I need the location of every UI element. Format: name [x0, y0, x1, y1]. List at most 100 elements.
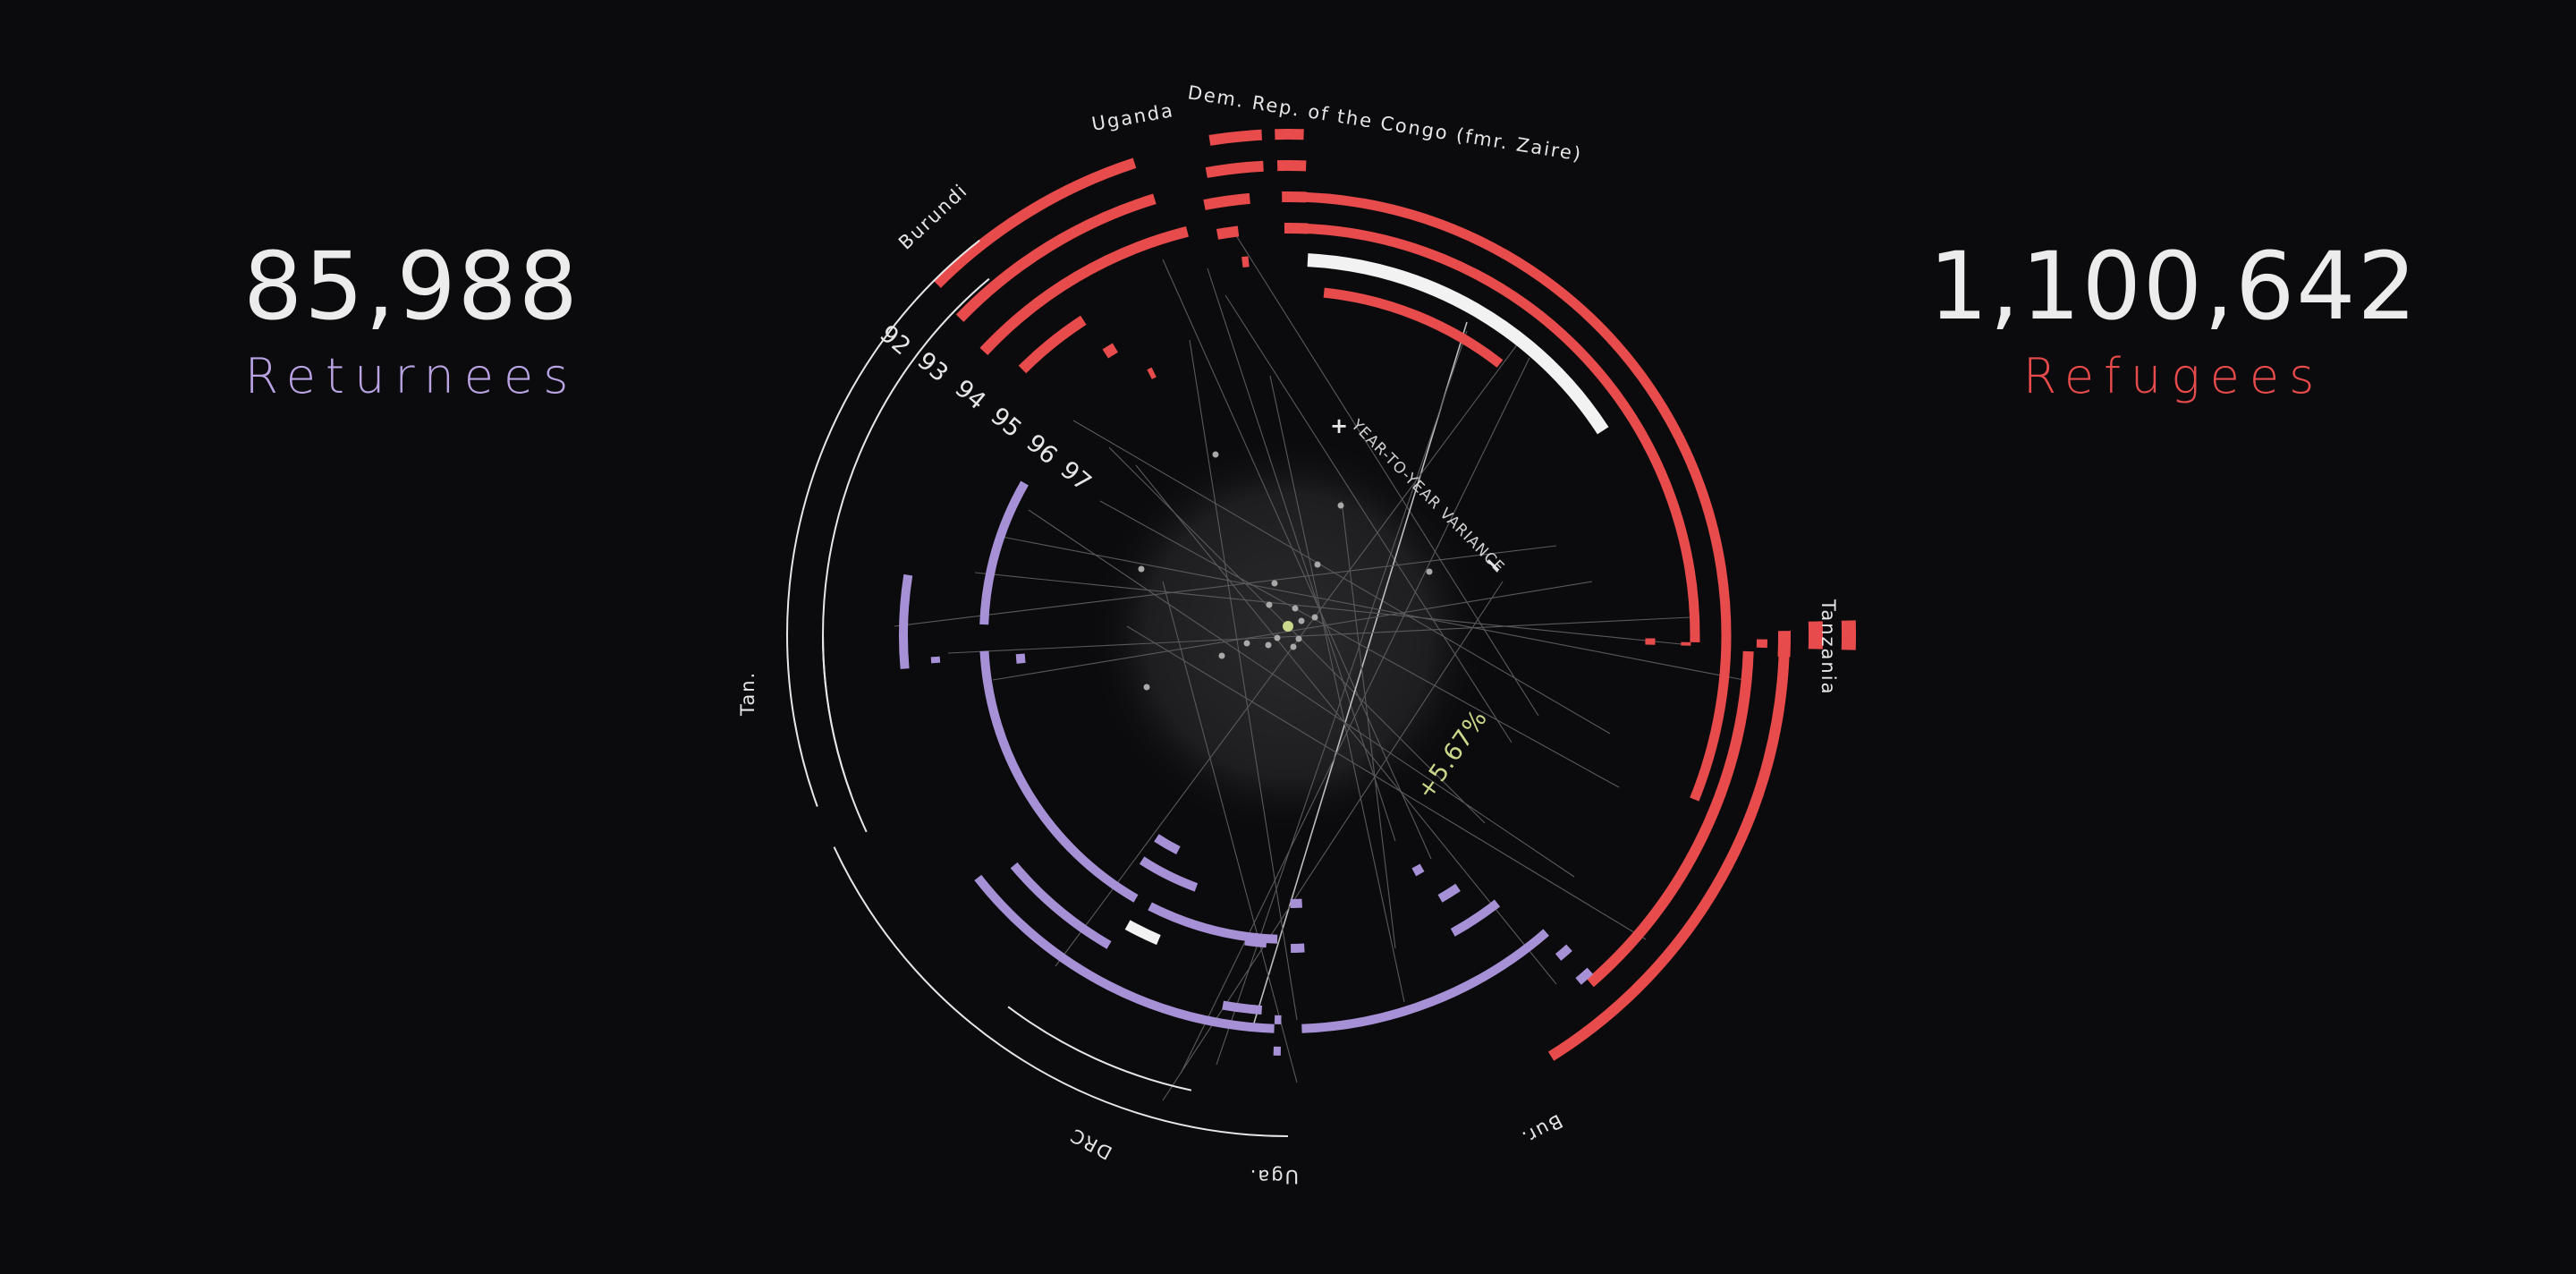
refugee-arc-uganda-ring-0	[1208, 129, 1263, 146]
connection-line	[947, 616, 1691, 654]
returnee-arc-burundi-outer	[1301, 929, 1549, 1033]
returnee-arc-uganda-bar	[1222, 1000, 1263, 1015]
center-glow	[1087, 434, 1489, 837]
country-label-tanzania: Tanzania	[1818, 599, 1839, 695]
data-point	[1426, 568, 1433, 575]
connection-line	[1341, 500, 1396, 949]
country-label-drc-refugees: Dem. Rep. of the Congo (fmr. Zaire)	[1186, 81, 1584, 166]
returnee-tick-burundi-b	[1555, 944, 1572, 961]
data-point	[1292, 605, 1299, 612]
connection-line	[1233, 232, 1539, 717]
returnee-highlight-97	[1124, 920, 1161, 946]
returnee-arc-uganda-inner	[1148, 902, 1278, 944]
refugee-arc-burundi-ring-3	[1018, 315, 1087, 374]
returnee-label-tan: Tan.	[737, 671, 758, 717]
refugee-arc-uganda-ring-3	[1216, 225, 1240, 240]
connection-lines	[894, 232, 1745, 1101]
data-point	[1138, 565, 1145, 573]
data-point	[1283, 621, 1293, 632]
returnees-stat: 85,988 Returnees	[179, 240, 644, 401]
returnee-arc-burundi-small	[1437, 883, 1461, 903]
guide-arc-outer	[1000, 1044, 1289, 1137]
refugee-arc-tanzania-ring-0	[1287, 191, 1732, 802]
connection-line	[1072, 420, 1611, 735]
data-point	[1243, 640, 1250, 647]
guide-arc-left-a	[833, 846, 1002, 1047]
connection-line	[1224, 294, 1513, 743]
connection-line	[1162, 581, 1298, 1083]
refugee-arc-burundi-ring-5	[1147, 367, 1157, 379]
data-point	[1143, 684, 1150, 691]
returnee-arc-drc-mid	[899, 573, 913, 669]
guide-arc-inner	[1007, 1006, 1192, 1091]
connection-line	[1162, 581, 1504, 1101]
returnee-arc-drc-inner	[979, 650, 1139, 903]
variance-plus-sign: +	[1330, 413, 1348, 438]
year-label-96: 96	[1021, 429, 1063, 471]
returnee-tick-uganda	[1244, 936, 1267, 948]
returnee-arc-uganda-small	[1139, 856, 1199, 892]
refugees-count: 1,100,642	[1928, 232, 2419, 341]
refugee-arc-burundi-ring-4	[1102, 343, 1118, 359]
country-label-uganda: Uganda	[1090, 99, 1176, 135]
refugee-arc-tanzania-lower	[1586, 650, 1754, 988]
data-point	[1314, 561, 1321, 568]
returnee-label-bur: Bur.	[1517, 1110, 1566, 1150]
data-point	[1266, 601, 1273, 608]
returnee-label-drc: DRC	[1066, 1124, 1116, 1164]
returnee-arc-uganda-tiny	[1154, 834, 1181, 855]
connection-line	[1001, 536, 1745, 681]
refugee-arc-burundi-ring-1	[955, 193, 1157, 322]
returnee-tick-burundi-c	[1575, 967, 1594, 985]
returnees-label: Returnees	[244, 348, 579, 404]
center-points	[1138, 451, 1433, 691]
returnees-count: 85,988	[243, 232, 580, 341]
connection-line	[1207, 268, 1396, 842]
data-point	[1290, 643, 1297, 650]
returnee-arc-burundi-mid	[1450, 899, 1501, 937]
refugee-arc-tanzania-ring-2	[1307, 253, 1609, 435]
refugee-arc-tanzania-outer	[1547, 639, 1790, 1061]
connection-line	[1251, 321, 1468, 1030]
data-point	[1298, 617, 1305, 624]
guide-arc-left-d	[822, 277, 990, 795]
refugees-label: Refugees	[2022, 348, 2325, 404]
connection-line	[1180, 357, 1530, 1074]
data-point	[1337, 502, 1344, 509]
guide-arc-left-c	[786, 239, 980, 807]
connection-line	[1135, 464, 1557, 985]
data-point	[1218, 652, 1225, 659]
data-point	[1271, 580, 1278, 587]
chart-arcs	[786, 129, 1857, 1137]
refugee-arc-burundi-ring-0	[933, 157, 1137, 288]
connection-line	[1099, 500, 1620, 788]
refugee-arc-tanzania-ring-3	[1323, 287, 1504, 368]
returnee-tick-uga-b	[1291, 943, 1305, 953]
country-label-burundi: Burundi	[894, 180, 972, 254]
connection-line	[894, 545, 1557, 627]
connection-line	[1189, 339, 1298, 1021]
data-point	[1274, 634, 1281, 641]
returnee-tick-burundi-a	[1411, 863, 1425, 877]
data-point	[1212, 451, 1219, 458]
connection-line	[1269, 375, 1405, 1003]
year-label-95: 95	[986, 403, 1027, 444]
refugees-stat: 1,100,642 Refugees	[1914, 240, 2433, 401]
connection-line	[974, 572, 1682, 645]
data-point	[1295, 635, 1302, 642]
connection-line	[1028, 509, 1575, 878]
refugee-arc-uganda-ring-1	[1205, 160, 1264, 178]
returnee-label-uga: Uga.	[1249, 1166, 1299, 1187]
returnee-arc-drc-upper	[979, 480, 1029, 625]
year-label-94: 94	[950, 375, 991, 416]
refugee-arc-drc-ring-3	[1284, 222, 1309, 234]
data-point	[1311, 614, 1318, 621]
guide-arc-left-b	[822, 634, 868, 833]
refugee-arc-uganda-ring-2	[1203, 192, 1250, 210]
returnee-arc-uganda-outer	[974, 874, 1275, 1033]
refugee-arc-tanzania-ring-1	[1294, 223, 1700, 642]
year-label-92: 92	[875, 320, 916, 361]
year-label-97: 97	[1055, 456, 1097, 497]
refugee-arc-burundi-ring-2	[979, 225, 1189, 355]
